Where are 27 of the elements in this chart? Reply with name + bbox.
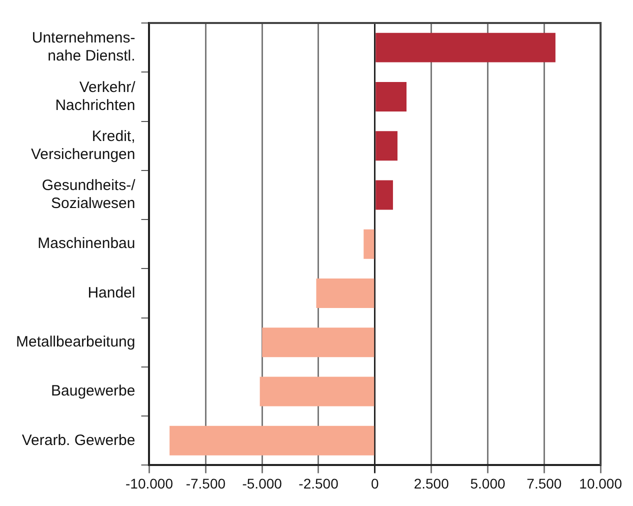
y-tick-label: Handel [88,284,136,302]
bar [376,82,407,112]
x-tick-label: 0 [371,475,380,492]
y-tick-label: Metallbearbeitung [16,334,136,351]
x-tick-label: 7.500 [526,475,562,492]
bar [262,328,374,358]
x-tick-label: -10.000 [126,475,174,492]
x-tick-label: -5.000 [242,475,282,492]
bar [364,229,374,259]
bar [170,426,374,456]
x-tick-label: 2.500 [414,475,450,492]
bar [376,131,398,161]
y-tick-label: Unternehmens- nahe Dienstl. [32,30,136,65]
bar [316,278,374,308]
bar [376,32,556,62]
y-tick-label: Baugewerbe [51,382,136,400]
x-tick-label: 5.000 [470,475,506,492]
x-tick-label: 10.000 [579,475,622,492]
y-tick-label: Verarb. Gewerbe [22,432,136,449]
y-tick-label: Kredit, Versicherungen [30,128,136,163]
y-tick-label: Verkehr/ Nachrichten [55,78,136,114]
y-tick-label: Maschinenbau [38,235,136,252]
bar [260,376,374,406]
bar [376,180,393,210]
x-tick-label: -2.500 [298,475,339,492]
y-tick-label: Gesundheits-/ Sozialwesen [42,177,136,212]
x-tick-label: -7.500 [186,475,226,492]
